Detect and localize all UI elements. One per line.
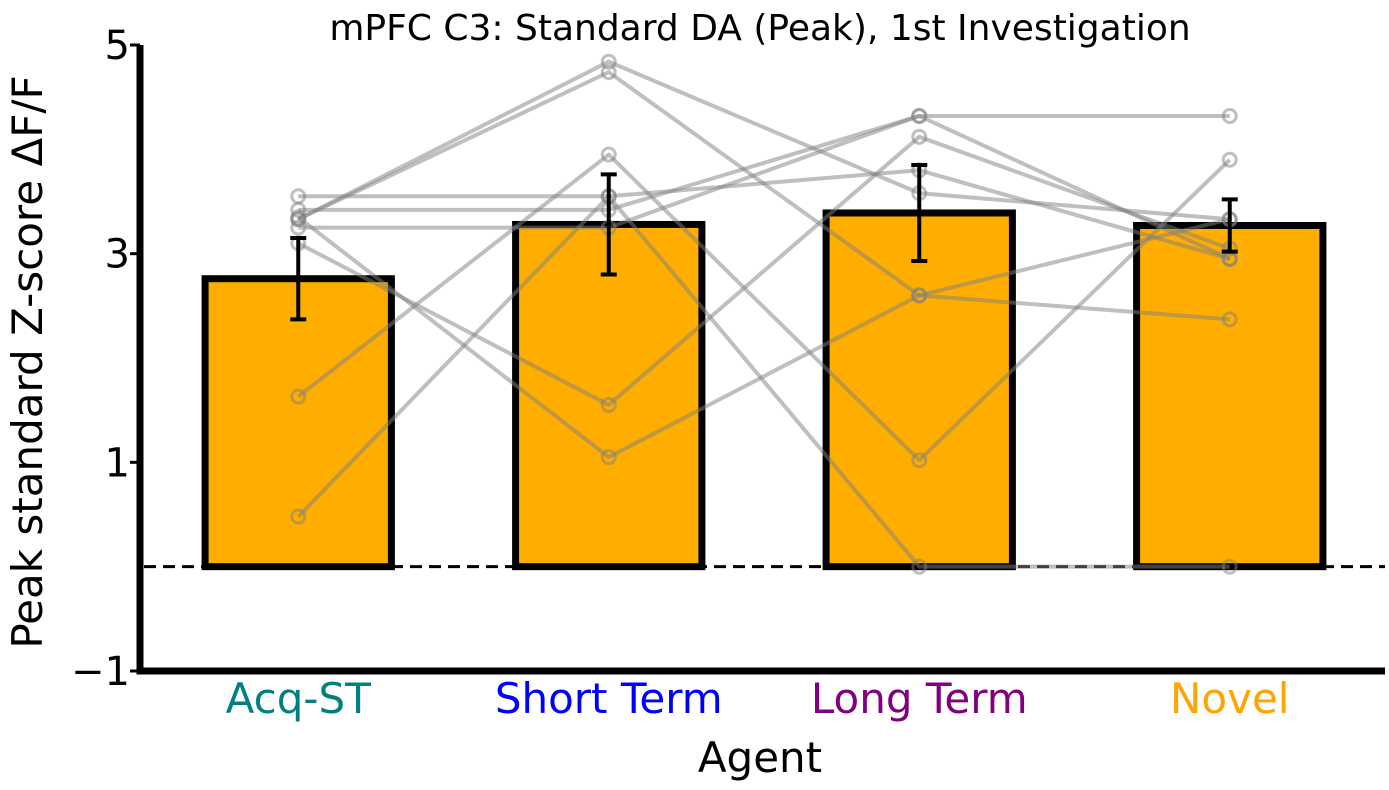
subject-point xyxy=(290,219,307,236)
subject-point xyxy=(600,449,617,466)
subject-point xyxy=(290,209,307,226)
bars-layer xyxy=(201,209,1327,571)
y-axis-label: Peak standard Z-score ΔF/F xyxy=(3,75,52,648)
subject-line xyxy=(297,215,1231,460)
subject-point xyxy=(290,388,307,405)
x-tick-label: Short Term xyxy=(495,674,723,723)
x-tick-label: Long Term xyxy=(811,674,1028,723)
y-tick-label: 3 xyxy=(105,232,130,278)
x-tick-label: Novel xyxy=(1170,674,1289,723)
subject-line xyxy=(297,59,1230,222)
subject-point xyxy=(911,107,928,124)
y-tick-label: 1 xyxy=(105,440,130,486)
subject-point xyxy=(290,201,307,218)
subject-line xyxy=(297,134,1231,407)
subject-point xyxy=(911,558,928,575)
error-bars-layer xyxy=(290,162,1238,322)
subject-point xyxy=(1221,558,1238,575)
subject-point xyxy=(600,146,617,163)
subject-point xyxy=(600,53,617,70)
bar-novel xyxy=(1133,221,1327,571)
x-tick-label: Acq-ST xyxy=(226,674,372,723)
subject-point xyxy=(290,508,307,525)
subject-point xyxy=(600,396,617,413)
subject-point xyxy=(1221,151,1238,168)
bar-long-term xyxy=(822,209,1016,571)
subject-line xyxy=(296,194,1230,569)
bar-short-term xyxy=(512,220,706,571)
subject-point xyxy=(600,64,617,81)
bar-acq-st xyxy=(201,275,395,571)
subject-point xyxy=(911,128,928,145)
subject-point xyxy=(911,287,928,304)
x-axis-label: Agent xyxy=(698,733,822,782)
subject-line xyxy=(298,113,1230,230)
subject-point xyxy=(1221,311,1238,328)
subject-line xyxy=(297,152,1232,463)
subject-point xyxy=(1221,107,1238,124)
y-tick-label: 5 xyxy=(105,23,130,69)
y-ticks-layer: −1 1 3 5 xyxy=(71,23,140,695)
subject-lines-layer xyxy=(290,53,1238,575)
chart-title: mPFC C3: Standard DA (Peak), 1st Investi… xyxy=(329,8,1190,49)
y-tick-label: −1 xyxy=(71,649,130,695)
x-ticks-layer: Acq-ST Short Term Long Term Novel xyxy=(226,674,1290,723)
subject-line xyxy=(298,113,1231,261)
subject-point xyxy=(911,452,928,469)
